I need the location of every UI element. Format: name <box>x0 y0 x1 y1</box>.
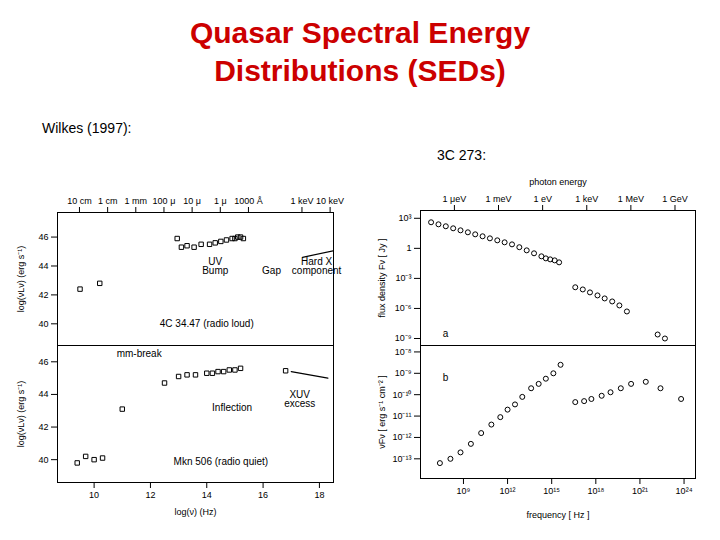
svg-text:1 mm: 1 mm <box>125 196 148 206</box>
svg-text:1 keV: 1 keV <box>290 196 313 206</box>
svg-text:14: 14 <box>202 490 212 500</box>
svg-text:photon energy: photon energy <box>529 177 587 187</box>
svg-text:Gap: Gap <box>262 265 281 276</box>
svg-text:46: 46 <box>38 357 48 367</box>
svg-text:10⁻⁹: 10⁻⁹ <box>395 333 412 343</box>
svg-text:10¹²: 10¹² <box>500 486 516 496</box>
svg-text:10 μ: 10 μ <box>183 196 201 206</box>
svg-text:component: component <box>292 265 342 276</box>
svg-text:XUV: XUV <box>289 388 310 400</box>
svg-text:νFν [ erg s⁻¹ cm⁻² ]: νFν [ erg s⁻¹ cm⁻² ] <box>377 375 387 449</box>
svg-text:10³: 10³ <box>398 213 411 223</box>
svg-text:10⁻⁶: 10⁻⁶ <box>395 303 412 313</box>
svg-text:1 μ: 1 μ <box>214 196 227 206</box>
svg-text:10⁻¹⁰: 10⁻¹⁰ <box>392 390 411 400</box>
svg-text:40: 40 <box>38 319 48 329</box>
svg-text:1 μeV: 1 μeV <box>443 194 467 204</box>
svg-text:frequency [ Hz ]: frequency [ Hz ] <box>526 510 589 520</box>
svg-text:10⁻⁸: 10⁻⁸ <box>395 347 412 357</box>
svg-text:1 GeV: 1 GeV <box>662 194 688 204</box>
svg-text:Bump: Bump <box>202 265 229 276</box>
svg-text:UV: UV <box>208 255 223 267</box>
svg-text:12: 12 <box>145 490 155 500</box>
svg-text:10⁻¹¹: 10⁻¹¹ <box>392 411 411 421</box>
svg-text:mm-break: mm-break <box>117 348 163 359</box>
svg-text:10⁹: 10⁹ <box>457 486 471 496</box>
svg-text:42: 42 <box>38 422 48 432</box>
svg-text:10¹⁸: 10¹⁸ <box>587 486 604 496</box>
svg-text:10²¹: 10²¹ <box>632 486 648 496</box>
svg-text:1 meV: 1 meV <box>486 194 512 204</box>
svg-text:10⁻³: 10⁻³ <box>395 273 411 283</box>
svg-text:b: b <box>443 372 449 383</box>
html-text:3C 273:: 3C 273: <box>437 147 486 163</box>
svg-text:1 eV: 1 eV <box>533 194 552 204</box>
svg-text:Hard X: Hard X <box>301 255 333 267</box>
svg-text:44: 44 <box>38 261 48 271</box>
svg-text:1 cm: 1 cm <box>98 196 118 206</box>
svg-text:1: 1 <box>406 243 411 253</box>
svg-text:40: 40 <box>38 455 48 465</box>
svg-text:42: 42 <box>38 290 48 300</box>
svg-text:excess: excess <box>284 398 315 409</box>
svg-text:1 MeV: 1 MeV <box>618 194 644 204</box>
svg-text:46: 46 <box>38 232 48 242</box>
svg-text:10⁻¹²: 10⁻¹² <box>392 432 411 442</box>
svg-text:log(νLν) (erg s⁻¹): log(νLν) (erg s⁻¹) <box>16 246 26 313</box>
svg-text:10: 10 <box>89 490 99 500</box>
svg-text:1 keV: 1 keV <box>575 194 598 204</box>
svg-text:44: 44 <box>38 389 48 399</box>
svg-text:10⁻¹³: 10⁻¹³ <box>392 454 411 464</box>
svg-text:100 μ: 100 μ <box>153 196 176 206</box>
svg-text:10²⁴: 10²⁴ <box>676 486 693 496</box>
svg-text:Mkn 506 (radio quiet): Mkn 506 (radio quiet) <box>174 455 268 466</box>
html-text:Wilkes (1997):: Wilkes (1997): <box>42 120 132 136</box>
svg-text:10¹⁵: 10¹⁵ <box>543 486 560 496</box>
svg-text:1000 Å: 1000 Å <box>234 196 263 206</box>
svg-text:16: 16 <box>258 490 268 500</box>
svg-text:log(νLν) (erg s⁻¹): log(νLν) (erg s⁻¹) <box>16 381 26 448</box>
svg-text:Inflection: Inflection <box>212 402 252 413</box>
svg-text:10 keV: 10 keV <box>316 196 344 206</box>
svg-text:10⁻⁹: 10⁻⁹ <box>395 368 412 378</box>
svg-text:a: a <box>443 328 449 339</box>
svg-text:flux density Fν [ Jy ]: flux density Fν [ Jy ] <box>377 238 387 317</box>
svg-text:log(ν) (Hz): log(ν) (Hz) <box>175 507 217 517</box>
svg-text:18: 18 <box>314 490 324 500</box>
html-text:Quasar Spectral Energy Distrib: Quasar Spectral Energy Distributions (SE… <box>189 16 531 87</box>
svg-text:4C 34.47 (radio loud): 4C 34.47 (radio loud) <box>160 318 254 329</box>
svg-text:10 cm: 10 cm <box>67 196 92 206</box>
